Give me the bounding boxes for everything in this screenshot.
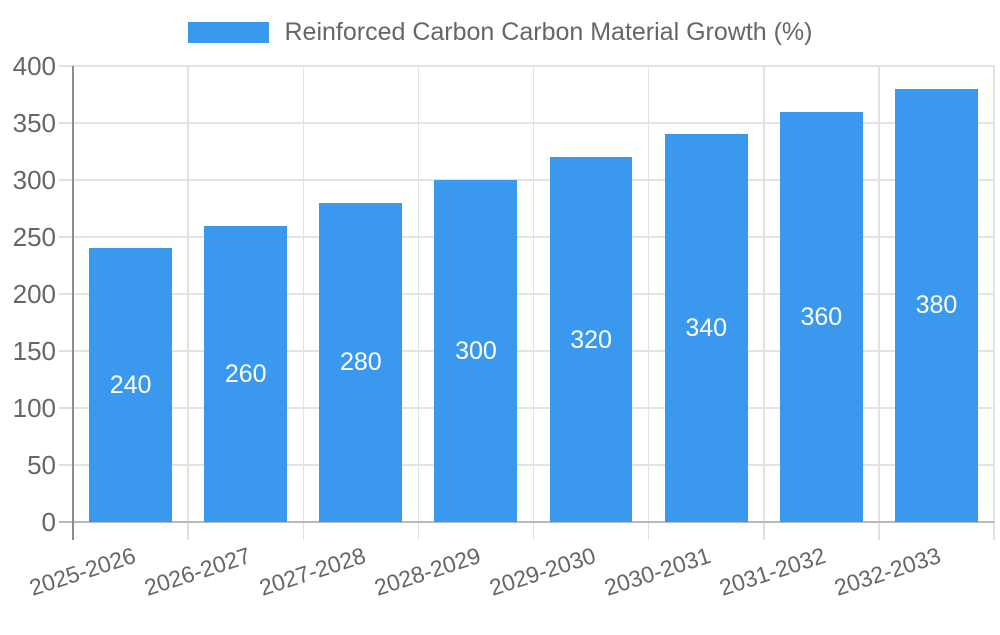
y-axis-tick-label: 300 <box>12 165 56 195</box>
gridline-vertical <box>532 66 535 522</box>
gridline-vertical <box>763 66 765 522</box>
x-axis-tick <box>763 522 765 540</box>
y-axis-tick-label: 150 <box>12 336 56 366</box>
x-axis-tick <box>302 522 304 540</box>
x-axis-tick <box>993 522 995 540</box>
y-axis-tick <box>59 464 73 466</box>
y-axis-tick <box>59 350 73 352</box>
bar-chart: 0 50 100 150 200 250 300 350 400 240 2025-2026 260 2… <box>12 51 995 601</box>
y-axis-tick-label: 0 <box>41 507 56 537</box>
y-axis-tick <box>59 236 73 238</box>
y-axis-tick <box>59 293 73 295</box>
gridline-vertical <box>878 66 880 522</box>
y-axis-tick <box>59 407 73 409</box>
legend-label: Reinforced Carbon Carbon Material Growth… <box>284 18 813 46</box>
y-axis-tick-label: 400 <box>12 51 56 81</box>
bar[interactable] <box>319 202 403 522</box>
x-axis-tick <box>878 522 880 540</box>
y-axis-tick-label: 100 <box>12 393 56 423</box>
y-axis-line <box>72 66 74 540</box>
gridline-vertical <box>302 66 304 522</box>
gridline-vertical <box>647 66 650 522</box>
legend-item[interactable]: Reinforced Carbon Carbon Material Growth… <box>187 18 813 47</box>
gridline-vertical <box>993 66 995 522</box>
bar[interactable] <box>779 111 863 522</box>
gridline-vertical <box>187 66 189 522</box>
bar[interactable] <box>664 134 748 522</box>
x-axis-tick <box>417 522 420 540</box>
bar[interactable] <box>434 180 518 522</box>
y-axis-tick-label: 350 <box>12 108 56 138</box>
legend-swatch-icon <box>187 22 269 43</box>
y-axis-tick-label: 200 <box>12 279 56 309</box>
x-axis-line <box>59 521 994 523</box>
y-axis-tick <box>59 65 73 67</box>
y-axis-tick <box>59 179 73 181</box>
x-axis-tick <box>187 522 189 540</box>
gridline-vertical <box>417 66 420 522</box>
bar[interactable] <box>549 157 633 522</box>
x-axis-tick <box>532 522 535 540</box>
y-axis-tick-label: 250 <box>12 222 56 252</box>
y-axis-tick-label: 50 <box>27 450 56 480</box>
bar[interactable] <box>204 225 288 522</box>
chart-legend: Reinforced Carbon Carbon Material Growth… <box>0 18 1000 47</box>
bar[interactable] <box>894 88 978 522</box>
y-axis-tick <box>59 122 73 124</box>
x-axis-tick <box>647 522 650 540</box>
bar[interactable] <box>89 248 172 522</box>
